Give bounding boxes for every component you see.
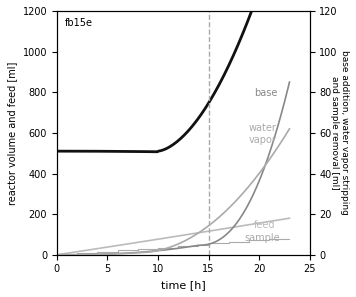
Text: fb15e: fb15e (64, 18, 93, 28)
base (267, 151, 272, 154)
feed (287, 217, 292, 220)
volume (155, 150, 159, 154)
sample (156, 246, 160, 249)
water vapor (69, 253, 73, 257)
Line: feed: feed (57, 218, 289, 255)
water vapor (287, 127, 292, 131)
sample (206, 241, 211, 245)
feed (276, 218, 280, 222)
sample (247, 238, 251, 242)
base (117, 252, 121, 255)
volume (55, 149, 59, 153)
sample (136, 247, 140, 251)
base (69, 253, 73, 257)
sample (196, 244, 200, 248)
sample (176, 246, 180, 249)
Text: sample: sample (244, 233, 279, 243)
sample (95, 251, 99, 255)
sample (136, 249, 140, 252)
sample (247, 240, 251, 244)
base (276, 124, 280, 128)
sample (196, 243, 200, 247)
Text: water
vapor: water vapor (249, 124, 277, 145)
sample (55, 253, 59, 257)
feed (55, 253, 59, 257)
Text: base: base (254, 88, 277, 98)
Text: volume: volume (0, 296, 1, 297)
sample (75, 253, 79, 257)
Line: volume: volume (57, 0, 289, 152)
Y-axis label: reactor volume and feed [ml]: reactor volume and feed [ml] (7, 61, 17, 205)
water vapor (117, 252, 121, 255)
volume (98, 149, 102, 153)
sample (115, 250, 120, 254)
feed (69, 251, 73, 255)
water vapor (64, 253, 68, 257)
Text: feed: feed (254, 220, 276, 230)
volume (69, 149, 73, 153)
base (55, 253, 59, 257)
feed (64, 252, 68, 255)
Line: sample: sample (57, 238, 289, 255)
Line: base: base (57, 82, 289, 255)
feed (117, 244, 121, 247)
water vapor (276, 146, 280, 149)
sample (227, 241, 231, 245)
water vapor (267, 157, 272, 161)
base (287, 80, 292, 84)
sample (75, 251, 79, 255)
feed (98, 247, 102, 250)
sample (206, 243, 211, 247)
feed (267, 220, 272, 223)
sample (267, 238, 271, 242)
base (64, 253, 68, 257)
water vapor (98, 252, 102, 256)
sample (287, 237, 292, 240)
sample (95, 250, 99, 254)
Y-axis label: base addition, water vapor stripping
and sample removal [ml]: base addition, water vapor stripping and… (330, 50, 349, 215)
sample (227, 240, 231, 244)
sample (267, 237, 271, 240)
sample (156, 247, 160, 251)
Line: water vapor: water vapor (57, 129, 289, 255)
sample (115, 249, 120, 252)
volume (64, 149, 68, 153)
base (98, 252, 102, 256)
volume (117, 150, 121, 153)
X-axis label: time [h]: time [h] (161, 280, 206, 290)
sample (176, 244, 180, 248)
water vapor (55, 253, 59, 257)
